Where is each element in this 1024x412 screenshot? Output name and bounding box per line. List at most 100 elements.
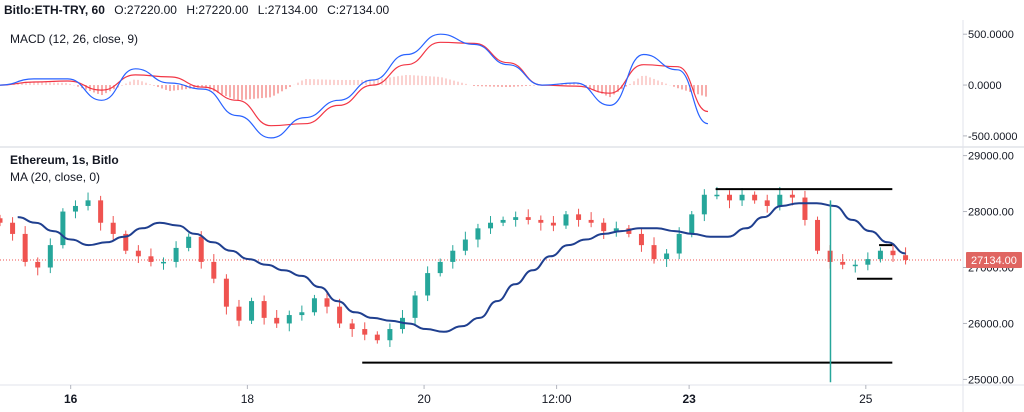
candle-body (789, 194, 795, 198)
open-label: O:27220.00 (114, 3, 177, 17)
candle-body (752, 194, 758, 201)
candle-body (852, 264, 858, 267)
price-y-tick-label: 28000.00 (968, 207, 1014, 219)
candle-body (47, 245, 53, 268)
candle-body (10, 222, 16, 234)
price-panel-title: Ethereum, 1s, Bitlo (10, 153, 119, 167)
symbol-label: Bitlo:ETH-TRY, 60 (4, 3, 105, 17)
candle-body (249, 301, 255, 321)
candle-body (777, 194, 783, 206)
macd-y-tick-label: 0.0000 (968, 80, 1002, 92)
candle-body (475, 228, 481, 240)
candle-body (450, 250, 456, 262)
candle-body (110, 222, 116, 234)
candle-body (223, 278, 229, 307)
candle-body (425, 273, 431, 296)
candle-body (689, 214, 695, 234)
time-tick-label: 18 (241, 392, 255, 406)
candle-body (148, 256, 154, 262)
candle-body (374, 334, 380, 341)
close-label: C:27134.00 (327, 3, 389, 17)
candle-body (802, 197, 808, 220)
macd-y-axis: 500.0000 0.0000 -500.0000 (963, 29, 1018, 143)
last-price-tag: 27134.00 (966, 252, 1022, 269)
time-tick-label: 25 (859, 392, 873, 406)
chart-header: Bitlo:ETH-TRY, 60 O:27220.00 H:27220.00 … (4, 3, 390, 17)
candles (0, 186, 909, 347)
candle-body (714, 194, 720, 197)
candle-body (35, 261, 41, 268)
candle-body (500, 219, 506, 223)
candle-body (412, 295, 418, 318)
candle-body (588, 219, 594, 223)
candle-body (613, 228, 619, 232)
candle-body (865, 259, 871, 265)
candle-body (324, 298, 330, 307)
candle-body (651, 245, 657, 260)
candle-body (135, 250, 141, 257)
candle-body (161, 261, 167, 264)
low-label: L:27134.00 (258, 3, 318, 17)
macd-y-tick-label: -500.0000 (968, 131, 1018, 143)
candle-body (311, 298, 317, 313)
candle-body (72, 205, 78, 212)
candle-body (211, 261, 217, 279)
candle-body (236, 306, 242, 321)
time-axis[interactable]: 16 18 20 12:00 23 25 (64, 385, 873, 406)
candle-body (676, 233, 682, 254)
candle-body (701, 194, 707, 215)
time-tick-label: 16 (64, 392, 78, 406)
candle-body (601, 222, 607, 232)
candle-body (186, 236, 192, 248)
horizontal-levels (362, 188, 893, 364)
price-y-tick-label: 26000.00 (968, 318, 1014, 330)
candle-body (349, 323, 355, 330)
price-y-tick-label: 29000.00 (968, 151, 1014, 163)
candle-body (22, 233, 28, 262)
candle-body (198, 236, 204, 262)
price-panel[interactable]: Ethereum, 1s, Bitlo MA (20, close, 0) 29… (0, 151, 1022, 387)
candle-body (538, 219, 544, 223)
candle-body (726, 194, 732, 201)
candle-body (664, 253, 670, 260)
candle-body (387, 329, 393, 341)
ma-indicator-label: MA (20, close, 0) (10, 170, 100, 184)
candle-body (123, 233, 129, 251)
candle-body (488, 222, 494, 229)
candle-body (764, 200, 770, 206)
candle-body (337, 306, 343, 324)
time-tick-label: 12:00 (542, 392, 572, 406)
candle-body (85, 200, 91, 206)
macd-panel[interactable]: MACD (12, 26, close, 9) 500.0000 0.0000 -5… (0, 29, 1018, 143)
candle-body (903, 255, 909, 261)
candle-body (274, 317, 280, 324)
candle-body (739, 194, 745, 201)
candle-body (362, 329, 368, 335)
candle-body (525, 217, 531, 220)
candle-body (815, 219, 821, 251)
candle-body (261, 301, 267, 318)
candle-body (299, 312, 305, 316)
candle-body (550, 222, 556, 226)
candle-body (513, 217, 519, 220)
candle-body (173, 247, 179, 262)
macd-y-tick-label: 500.0000 (968, 29, 1014, 41)
candle-body (98, 200, 104, 223)
macd-indicator-label: MACD (12, 26, close, 9) (10, 32, 138, 46)
time-tick-label: 23 (682, 392, 696, 406)
candle-body (576, 214, 582, 220)
last-price-tag-text: 27134.00 (971, 255, 1017, 267)
candle-body (437, 261, 443, 274)
time-tick-label: 20 (417, 392, 431, 406)
last-price-tag-bg (966, 252, 1022, 269)
candle-body (877, 250, 883, 260)
moving-average-line (17, 202, 906, 333)
macd-line (0, 33, 709, 139)
high-label: H:27220.00 (186, 3, 248, 17)
price-y-tick-label: 25000.00 (968, 374, 1014, 386)
candle-body (840, 261, 846, 265)
candle-body (462, 239, 468, 251)
macd-signal-line (0, 41, 709, 127)
